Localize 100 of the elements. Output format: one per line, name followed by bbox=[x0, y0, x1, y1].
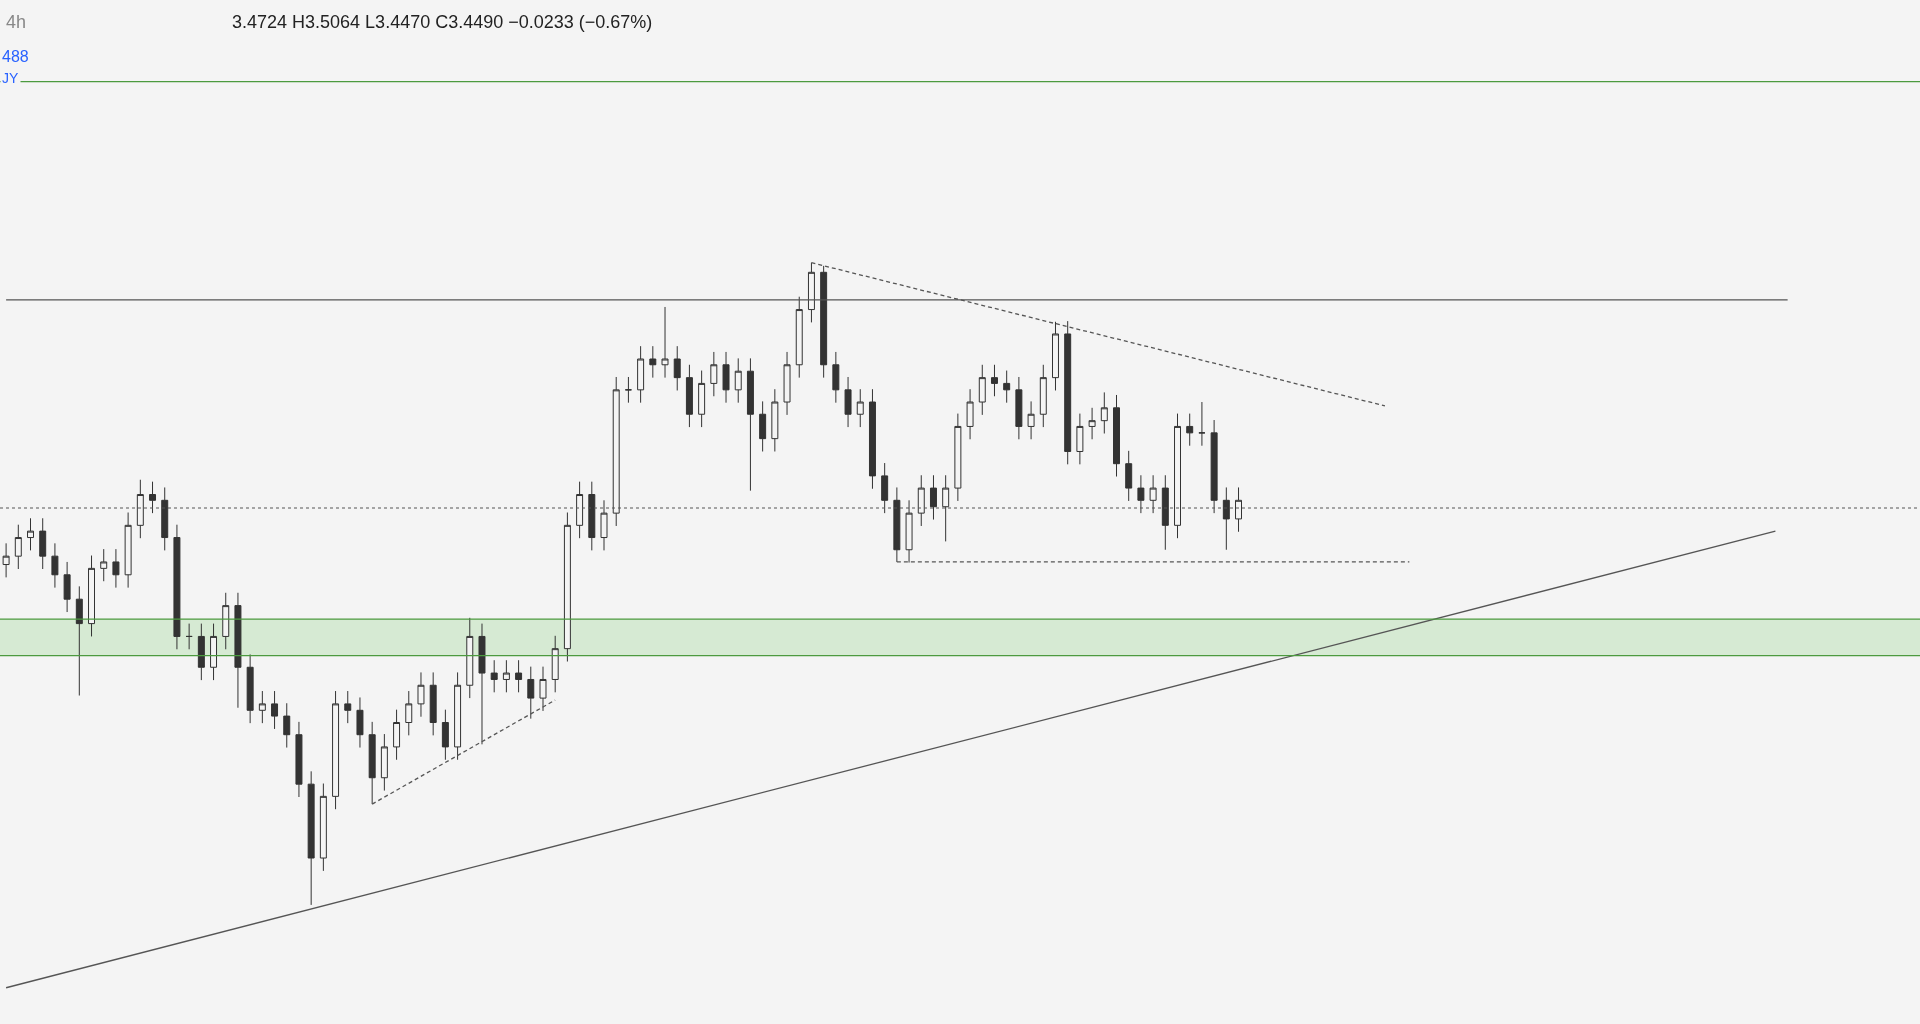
candlestick bbox=[1174, 413, 1181, 539]
candlestick bbox=[1210, 419, 1218, 514]
candlestick bbox=[295, 721, 303, 798]
candlestick bbox=[685, 364, 693, 428]
candlestick bbox=[527, 666, 535, 720]
candlestick bbox=[1064, 320, 1072, 465]
candlestick bbox=[454, 671, 462, 761]
candlestick bbox=[637, 345, 645, 404]
candlestick bbox=[600, 499, 608, 551]
candlestick bbox=[271, 690, 279, 730]
candlestick bbox=[881, 462, 889, 514]
candlestick bbox=[1198, 401, 1206, 447]
candlestick bbox=[649, 345, 657, 379]
candlestick bbox=[624, 376, 632, 404]
text: JY bbox=[2, 70, 19, 86]
candlestick bbox=[1113, 394, 1120, 478]
candlestick bbox=[807, 262, 815, 323]
candlestick bbox=[368, 721, 376, 805]
candlestick bbox=[161, 486, 169, 551]
candlestick bbox=[124, 512, 132, 589]
candlestick bbox=[759, 400, 767, 452]
candlestick bbox=[405, 690, 413, 736]
candlestick bbox=[441, 709, 449, 761]
candlestick bbox=[1003, 370, 1011, 404]
candlestick bbox=[1015, 376, 1023, 440]
candlestick bbox=[563, 512, 571, 662]
text: 4h bbox=[6, 12, 27, 32]
candlestick bbox=[136, 479, 144, 539]
candlestick bbox=[795, 296, 803, 379]
candlestick bbox=[1076, 413, 1084, 465]
candlestick bbox=[673, 345, 681, 391]
candlestick bbox=[1100, 391, 1108, 434]
candlestick bbox=[612, 376, 620, 527]
candlestick bbox=[417, 671, 425, 718]
candlestick bbox=[319, 783, 327, 872]
candlestick bbox=[234, 592, 242, 709]
candlestick bbox=[1235, 486, 1243, 533]
candlestick bbox=[588, 481, 596, 551]
candlestick bbox=[222, 592, 230, 650]
candlestick bbox=[39, 517, 47, 570]
candlestick bbox=[942, 474, 950, 542]
candlestick bbox=[661, 306, 669, 379]
candlestick bbox=[734, 357, 742, 404]
candlestick bbox=[75, 585, 83, 697]
candlestick bbox=[771, 388, 779, 452]
candlestick bbox=[1088, 407, 1096, 440]
candlestick bbox=[783, 351, 791, 416]
candlestick bbox=[283, 702, 291, 749]
candlestick bbox=[576, 481, 584, 539]
candlestick bbox=[1222, 486, 1230, 551]
candlestick bbox=[332, 690, 340, 810]
candlestick bbox=[966, 388, 974, 440]
text: 488 bbox=[2, 48, 29, 65]
candlestick bbox=[893, 486, 901, 563]
candlestick bbox=[210, 623, 218, 681]
candlestick bbox=[1161, 474, 1169, 551]
candlestick bbox=[356, 696, 364, 749]
candlestick bbox=[1137, 474, 1145, 514]
candlestick bbox=[710, 351, 718, 397]
candlestick bbox=[746, 357, 754, 492]
candlestick bbox=[88, 555, 96, 637]
candlestick bbox=[929, 474, 937, 521]
candlestick bbox=[698, 370, 706, 428]
candlestick bbox=[844, 376, 852, 428]
candlestick bbox=[112, 548, 120, 589]
candlestick bbox=[490, 659, 498, 693]
candlestick bbox=[429, 671, 437, 736]
candlestick bbox=[466, 617, 474, 699]
candlestick bbox=[149, 481, 157, 514]
candlestick bbox=[1039, 364, 1047, 428]
candlestick bbox=[905, 499, 913, 564]
candlestick bbox=[551, 635, 559, 693]
text: 3.4724 H3.5064 L3.4470 C3.4490 −0.0233 (−0.67%) bbox=[232, 12, 653, 32]
candlestick bbox=[393, 709, 401, 761]
candlestick bbox=[917, 474, 925, 527]
candlestick bbox=[173, 524, 181, 650]
candlestick bbox=[380, 733, 388, 792]
candlestick bbox=[954, 413, 962, 502]
candlestick bbox=[1027, 400, 1035, 440]
candlestick bbox=[14, 524, 22, 570]
candlestick bbox=[868, 388, 876, 490]
candlestick bbox=[978, 364, 986, 416]
candlestick bbox=[100, 548, 108, 582]
candlestick bbox=[197, 623, 205, 681]
candlestick bbox=[344, 690, 352, 724]
candlestick bbox=[1052, 321, 1059, 391]
candlestick bbox=[307, 770, 315, 906]
candlestick bbox=[502, 659, 510, 693]
candlestick bbox=[185, 623, 193, 650]
candlestick bbox=[856, 388, 864, 428]
candlestick bbox=[539, 666, 547, 712]
candlestick bbox=[63, 561, 71, 613]
candlestick bbox=[832, 351, 840, 404]
candlestick bbox=[1186, 413, 1194, 447]
candlestick bbox=[1125, 450, 1133, 502]
candlestick bbox=[478, 623, 486, 745]
candlestick bbox=[820, 265, 828, 379]
candlestick bbox=[722, 351, 730, 404]
candlestick bbox=[246, 653, 254, 724]
candlestick bbox=[258, 690, 266, 724]
